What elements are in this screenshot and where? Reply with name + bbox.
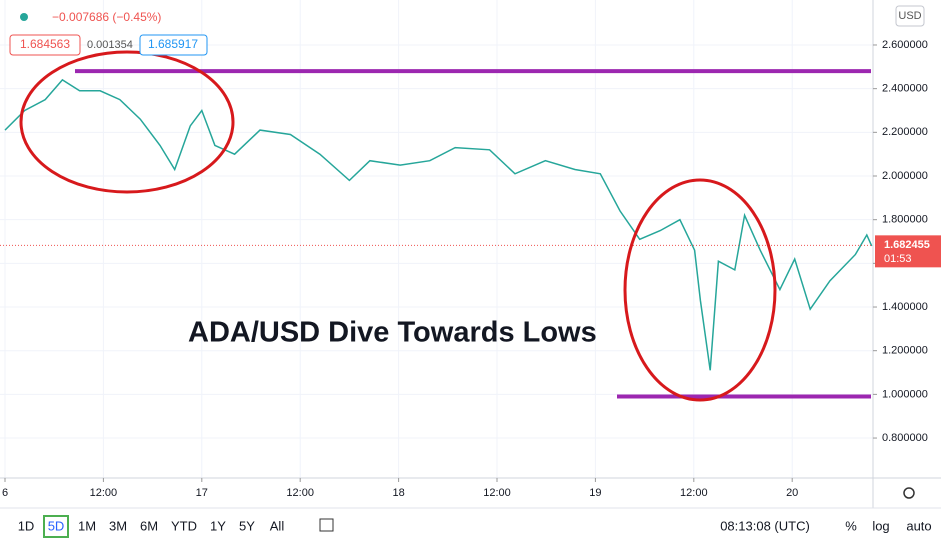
x-tick-label: 12:00 bbox=[483, 487, 511, 499]
status-dot bbox=[20, 13, 28, 21]
x-tick-label: 19 bbox=[589, 487, 601, 499]
y-tick-label: 1.400000 bbox=[882, 301, 928, 313]
log-toggle[interactable]: log bbox=[872, 518, 889, 533]
countdown: 01:53 bbox=[884, 253, 912, 265]
range-button[interactable]: 1M bbox=[78, 518, 96, 533]
highlight-ellipse bbox=[19, 50, 235, 194]
toolbar: 08:13:08 (UTC) % log auto 1D 5D 1M 3M 6M YTD 1… bbox=[18, 515, 932, 538]
y-tick-label: 2.600000 bbox=[882, 39, 928, 51]
range-button[interactable]: 5Y bbox=[239, 518, 255, 533]
change: −0.007686 (−0.45%) bbox=[52, 10, 161, 24]
spread: 0.001354 bbox=[87, 39, 133, 51]
settings-icon[interactable] bbox=[903, 487, 915, 499]
grid bbox=[0, 0, 873, 478]
range-button[interactable]: 3M bbox=[109, 518, 127, 533]
highlight-ellipse bbox=[623, 178, 777, 402]
range-button[interactable]: YTD bbox=[171, 518, 197, 533]
range-button[interactable]: 5D bbox=[48, 518, 65, 533]
range-button[interactable]: 1Y bbox=[210, 518, 226, 533]
annotation-title: ADA/USD Dive Towards Lows bbox=[188, 317, 597, 349]
range-button[interactable]: 6M bbox=[140, 518, 158, 533]
x-tick-label: 20 bbox=[786, 487, 798, 499]
y-tick-label: 2.400000 bbox=[882, 83, 928, 95]
y-tick-label: 1.000000 bbox=[882, 388, 928, 400]
last-price-box bbox=[875, 235, 941, 268]
clock: 08:13:08 (UTC) bbox=[720, 518, 810, 533]
price-line bbox=[4, 78, 873, 371]
x-tick-label: 6 bbox=[2, 487, 8, 499]
bid-box bbox=[9, 34, 81, 56]
x-tick-label: 12:00 bbox=[90, 487, 118, 499]
range-button[interactable]: All bbox=[270, 518, 285, 533]
currency-box[interactable] bbox=[895, 5, 925, 27]
range-selected bbox=[43, 515, 69, 538]
x-tick-label: 12:00 bbox=[680, 487, 708, 499]
plot bbox=[0, 69, 873, 399]
range-button[interactable]: 1D bbox=[18, 518, 35, 533]
y-tick-label: 1.200000 bbox=[882, 345, 928, 357]
percent-toggle[interactable]: % bbox=[845, 518, 857, 533]
x-tick-label: 17 bbox=[196, 487, 208, 499]
y-tick-label: 0.800000 bbox=[882, 432, 928, 444]
axes: 0.8000001.0000001.2000001.4000001.600000… bbox=[2, 39, 941, 499]
bid: 1.684563 bbox=[20, 37, 70, 51]
x-tick-label: 12:00 bbox=[286, 487, 314, 499]
y-tick-label: 2.200000 bbox=[882, 126, 928, 138]
ask: 1.685917 bbox=[148, 37, 198, 51]
y-tick-label: 1.800000 bbox=[882, 214, 928, 226]
compare-icon[interactable] bbox=[319, 518, 334, 532]
currency[interactable]: USD bbox=[898, 10, 921, 22]
ask-box bbox=[139, 34, 208, 56]
y-tick-label: 2.000000 bbox=[882, 170, 928, 182]
last-price-label: 1.682455 bbox=[884, 239, 930, 251]
auto-toggle[interactable]: auto bbox=[906, 518, 931, 533]
x-tick-label: 18 bbox=[392, 487, 404, 499]
